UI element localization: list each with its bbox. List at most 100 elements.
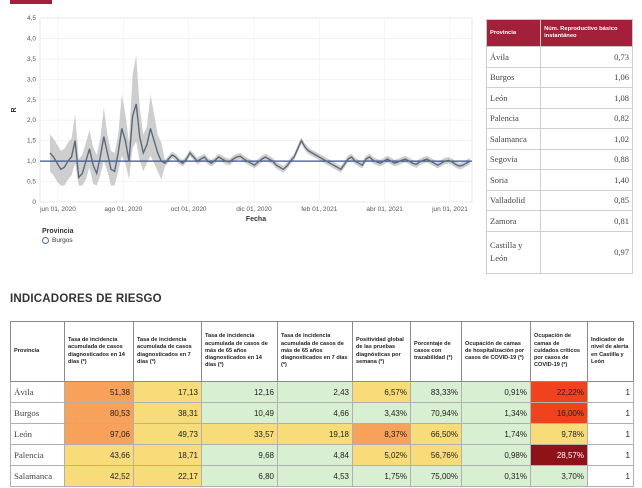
risk-header-6: Porcentaje de casos con trazabilidad (*) (410, 321, 462, 382)
legend-item-label: Burgos (52, 237, 73, 244)
risk-header-7: Ocupación de camas de hospitalización po… (461, 321, 531, 382)
risk-cell: 16,00% (530, 402, 588, 424)
y-tick-label: 3,5 (27, 56, 36, 63)
repro-value: 0,73 (540, 46, 633, 68)
repro-province: Ávila (485, 46, 542, 68)
repro-row: Valladolid 0,85 (485, 189, 633, 211)
r-chart: 0 0,5 1,0 1,5 2,0 2,5 3,0 3,5 4,0 4,5 jun 01, 2020… (11, 15, 473, 223)
y-tick-label: 0 (32, 199, 36, 206)
repro-row: Salamanca 1,02 (485, 128, 633, 150)
risk-cell: 19,18 (277, 423, 353, 445)
risk-alert-level: 1 (587, 423, 634, 445)
repro-value: 0,81 (540, 210, 633, 232)
risk-cell: 12,16 (201, 381, 278, 403)
risk-cell: 22,22% (530, 381, 588, 403)
risk-alert-level: 1 (587, 465, 634, 487)
series-line-burgos (49, 103, 471, 180)
x-tick-label: jun 01, 2021 (431, 206, 468, 213)
risk-cell: 70,94% (410, 402, 462, 424)
risk-row: Salamanca 42,52 22,17 6,80 4,53 1,75% 75,00% 0,… (10, 465, 634, 487)
y-tick-label: 3,0 (27, 76, 36, 83)
risk-cell: 80,53 (64, 402, 134, 424)
repro-province: Segovia (485, 148, 542, 170)
repro-province: Valladolid (485, 189, 542, 211)
y-tick-label: 4,0 (27, 35, 36, 42)
risk-province: Palencia (10, 444, 65, 466)
repro-province: León (485, 87, 542, 109)
risk-cell: 6,57% (352, 381, 411, 403)
repro-header-value: Núm. Reproductivo básico instantáneo (540, 19, 633, 47)
risk-cell: 43,66 (64, 444, 134, 466)
risk-cell: 51,38 (64, 381, 134, 403)
risk-cell: 4,84 (277, 444, 353, 466)
repro-province: Palencia (485, 107, 542, 129)
repro-value: 0,82 (540, 107, 633, 129)
y-tick-label: 2,5 (27, 97, 36, 104)
risk-alert-level: 1 (587, 402, 634, 424)
legend-circle-icon (42, 237, 49, 244)
risk-cell: 3,43% (352, 402, 411, 424)
risk-cell: 0,31% (461, 465, 531, 487)
risk-cell: 83,33% (410, 381, 462, 403)
risk-row: León 97,06 49,73 33,57 19,18 8,37% 66,50% 1,74%… (10, 423, 634, 445)
x-tick-label: oct 01, 2020 (171, 206, 207, 213)
reproductive-number-table: Provincia Núm. Reproductivo básico insta… (485, 19, 633, 274)
risk-header-1: Tasa de incidencia acumulada de casos di… (64, 321, 134, 382)
risk-row: Burgos 80,53 38,31 10,49 4,66 3,43% 70,94% 1,34… (10, 402, 634, 424)
risk-cell: 6,80 (201, 465, 278, 487)
risk-province: Ávila (10, 381, 65, 403)
risk-row: Palencia 43,66 18,71 9,68 4,84 5,02% 56,76% 0,9… (10, 444, 634, 466)
risk-cell: 5,02% (352, 444, 411, 466)
risk-cell: 2,43 (277, 381, 353, 403)
repro-row: Soria 1,40 (485, 169, 633, 191)
y-tick-label: 0,5 (27, 179, 36, 186)
risk-cell: 3,70% (530, 465, 588, 487)
risk-cell: 0,98% (461, 444, 531, 466)
risk-cell: 4,66 (277, 402, 353, 424)
y-axis-title: R (11, 107, 18, 112)
risk-cell: 0,91% (461, 381, 531, 403)
risk-cell: 38,31 (133, 402, 202, 424)
x-tick-label: abr 01, 2021 (366, 206, 403, 213)
risk-row: Ávila 51,38 17,13 12,16 2,43 6,57% 83,33% 0,91%… (10, 381, 634, 403)
x-axis-title: Fecha (246, 216, 266, 223)
repro-value: 0,88 (540, 148, 633, 170)
risk-cell: 1,75% (352, 465, 411, 487)
x-tick-label: ago 01, 2020 (104, 206, 142, 213)
risk-cell: 33,57 (201, 423, 278, 445)
repro-value: 1,40 (540, 169, 633, 191)
risk-header-3: Tasa de incidencia acumulada de casos de… (201, 321, 278, 382)
risk-cell: 22,17 (133, 465, 202, 487)
repro-row: León 1,08 (485, 87, 633, 109)
risk-header-8: Ocupación de camas de cuidados críticos … (530, 321, 588, 382)
risk-header-5: Positividad global de las pruebas diagnó… (352, 321, 411, 382)
repro-value: 1,02 (540, 128, 633, 150)
risk-province: León (10, 423, 65, 445)
risk-cell: 4,53 (277, 465, 353, 487)
legend-item-burgos[interactable]: Burgos (42, 237, 74, 244)
plot-area (39, 17, 473, 203)
y-tick-label: 1,0 (27, 158, 36, 165)
y-tick-label: 4,5 (27, 15, 36, 22)
repro-province: Soria (485, 169, 542, 191)
repro-row: Castilla y León 0,97 (485, 230, 633, 274)
y-tick-label: 2,0 (27, 117, 36, 124)
repro-value: 0,85 (540, 189, 633, 211)
risk-header-4: Tasa de incidencia acumulada de casos de… (277, 321, 353, 382)
repro-value: 1,06 (540, 66, 633, 88)
risk-cell: 9,68 (201, 444, 278, 466)
repro-row: Ávila 0,73 (485, 46, 633, 68)
section-title: INDICADORES DE RIESGO (10, 293, 162, 305)
risk-cell: 42,52 (64, 465, 134, 487)
risk-alert-level: 1 (587, 381, 634, 403)
repro-province: Burgos (485, 66, 542, 88)
repro-province: Salamanca (485, 128, 542, 150)
legend-title: Provincia (42, 228, 74, 235)
risk-cell: 8,37% (352, 423, 411, 445)
repro-province: Zamora (485, 210, 542, 232)
risk-cell: 1,34% (461, 402, 531, 424)
risk-cell: 17,13 (133, 381, 202, 403)
top-tab-accent (10, 0, 52, 4)
series-confidence-band (50, 55, 470, 186)
risk-cell: 97,06 (64, 423, 134, 445)
